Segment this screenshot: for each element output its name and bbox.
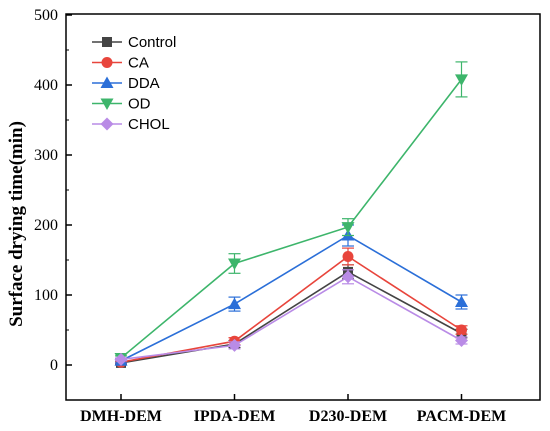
data-point [455,295,468,307]
legend-marker [100,98,114,110]
series-line [120,275,462,361]
y-tick-label: 200 [34,217,58,234]
series-control [115,264,468,368]
y-tick-label: 400 [34,77,58,94]
y-ticks: 0 100 200 300 400 500 [34,7,72,374]
data-point [228,297,241,310]
legend-label: Control [128,34,176,51]
series-od [114,61,468,365]
y-tick-label: 500 [34,7,58,24]
series-line [120,270,462,364]
series-line [120,234,462,362]
data-point [341,222,355,234]
legend-label: OD [128,96,151,113]
series-layer [114,61,468,368]
x-tick-label: IPDA-DEM [194,408,276,425]
y-tick-label: 0 [50,357,58,374]
data-point [455,74,468,86]
x-tick-label: DMH-DEM [80,408,162,425]
data-point [228,258,241,270]
series-line [120,78,463,359]
legend-marker [100,76,114,88]
data-point [341,270,355,284]
legend-marker [101,57,113,68]
y-axis-label: Surface drying time(min) [6,121,27,327]
data-point [228,338,241,352]
data-point [456,324,467,336]
legend-marker [100,117,114,131]
axes [65,13,541,401]
x-tick-label: PACM-DEM [417,408,506,425]
legend: Control CA DDA OD CHOL [92,34,176,133]
legend-item: Control [92,34,176,51]
data-point [342,251,354,262]
legend-label: DDA [128,75,160,92]
legend-label: CA [128,55,149,72]
y-tick-label: 100 [34,287,58,304]
y-tick-label: 300 [34,147,58,164]
legend-item: CHOL [92,116,170,133]
legend-label: CHOL [128,116,170,133]
x-ticks: DMH-DEM IPDA-DEM D230-DEM PACM-DEM [80,394,506,425]
legend-item: DDA [92,75,160,92]
series-chol [114,269,468,366]
legend-item: OD [92,96,151,113]
plot-frame [65,13,541,401]
data-point [455,334,468,347]
data-point [114,352,128,366]
legend-marker [102,37,112,47]
x-tick-label: D230-DEM [309,408,387,425]
legend-item: CA [92,55,149,72]
